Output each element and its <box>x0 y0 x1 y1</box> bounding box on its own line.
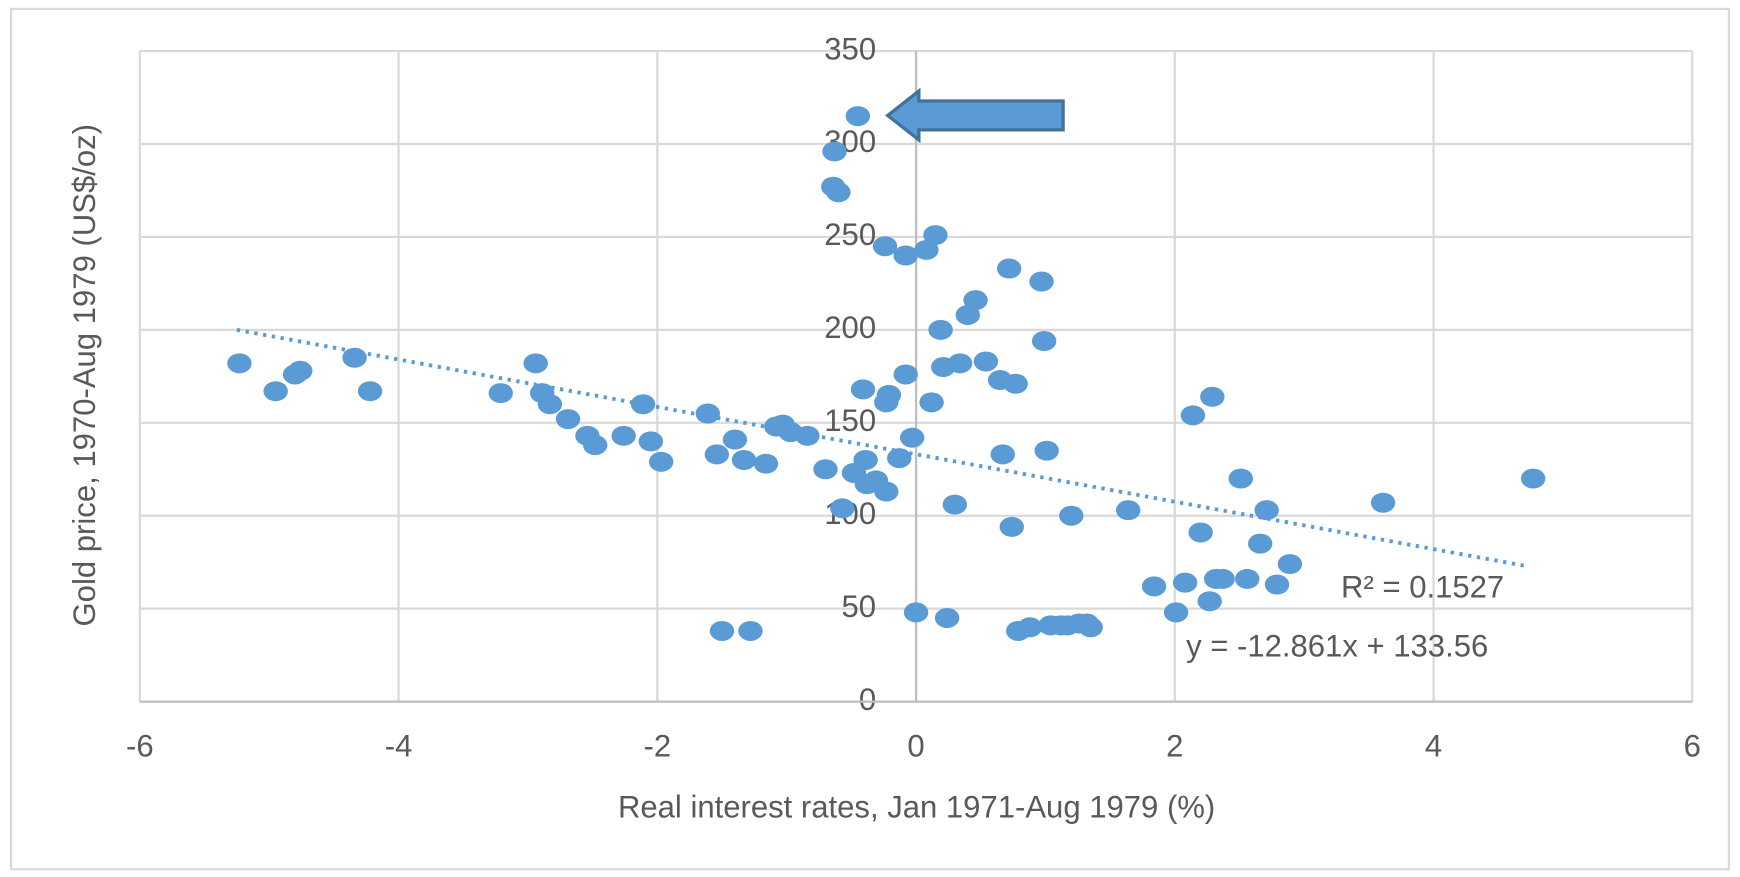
point <box>648 451 674 472</box>
point <box>893 364 918 385</box>
point <box>638 431 664 452</box>
point <box>722 429 748 450</box>
x-axis-label: Real interest rates, Jan 1971-Aug 1979 (… <box>618 789 1215 824</box>
point <box>1210 568 1235 589</box>
x-tick-label: -2 <box>643 728 671 763</box>
point <box>853 449 878 470</box>
y-axis-label: Gold price, 1970-Aug 1979 (US$/oz) <box>67 124 102 627</box>
point <box>583 435 608 456</box>
x-tick-label: 4 <box>1425 728 1442 763</box>
point <box>919 392 944 413</box>
point <box>263 381 288 402</box>
point <box>845 106 871 127</box>
point <box>874 481 899 502</box>
point <box>928 319 953 340</box>
equation: y = -12.861x + 133.56 <box>1186 629 1488 664</box>
point <box>1116 500 1141 521</box>
point <box>1163 602 1189 623</box>
point <box>1264 574 1290 595</box>
point <box>899 427 925 448</box>
point <box>813 459 838 480</box>
point <box>822 141 847 162</box>
point <box>1180 405 1206 426</box>
point <box>973 351 999 372</box>
point <box>1172 572 1198 593</box>
point <box>1034 440 1059 461</box>
x-tick-label: 0 <box>907 728 924 763</box>
point <box>996 258 1022 279</box>
point <box>850 379 876 400</box>
x-tick-label: -6 <box>126 728 154 763</box>
point <box>1247 533 1273 554</box>
point <box>876 384 902 405</box>
point <box>1188 522 1213 543</box>
point <box>1017 617 1043 638</box>
point <box>947 353 973 374</box>
point <box>942 494 968 515</box>
point <box>830 498 855 519</box>
point <box>1235 568 1260 589</box>
x-tick-label: 2 <box>1166 728 1183 763</box>
y-tick-label: 0 <box>859 682 876 717</box>
point <box>1228 468 1253 489</box>
point <box>887 448 912 469</box>
point <box>795 425 820 446</box>
point <box>288 360 313 381</box>
point <box>738 620 763 641</box>
chart-border <box>9 7 1731 871</box>
point <box>1031 331 1057 352</box>
point <box>1078 617 1103 638</box>
point <box>1277 554 1303 575</box>
point <box>963 290 988 311</box>
arrow <box>885 87 1065 144</box>
point <box>342 347 367 368</box>
point <box>731 449 757 470</box>
x-tick-label: 6 <box>1684 728 1701 763</box>
point <box>990 444 1015 465</box>
point <box>357 381 383 402</box>
point <box>934 607 960 628</box>
point <box>1370 492 1396 513</box>
point <box>1059 505 1084 526</box>
point <box>753 453 779 474</box>
r-squared: R² = 0.1527 <box>1341 570 1504 605</box>
point <box>1520 468 1546 489</box>
point <box>1197 591 1222 612</box>
point <box>914 239 939 260</box>
point <box>923 225 948 246</box>
marks <box>227 106 1546 641</box>
point <box>1141 576 1167 597</box>
y-tick-label: 50 <box>842 589 877 624</box>
y-tick-label: 350 <box>824 31 876 66</box>
trendline <box>236 327 1526 568</box>
x-tick-label: -4 <box>385 728 413 763</box>
point <box>903 602 929 623</box>
point <box>488 383 513 404</box>
point <box>704 444 730 465</box>
y-tick-label: 150 <box>824 403 876 438</box>
point <box>611 425 636 446</box>
point <box>695 403 720 424</box>
point <box>1254 500 1279 521</box>
point <box>1029 271 1054 292</box>
point <box>630 394 656 415</box>
point <box>1200 386 1225 407</box>
point <box>1003 373 1028 394</box>
point <box>537 394 563 415</box>
point <box>999 516 1024 537</box>
y-tick-label: 250 <box>824 217 876 252</box>
point <box>555 409 581 430</box>
point <box>523 353 548 374</box>
point <box>709 620 735 641</box>
point <box>872 236 898 257</box>
point <box>826 182 851 203</box>
y-tick-label: 200 <box>824 310 876 345</box>
point <box>227 353 252 374</box>
point <box>893 245 918 266</box>
